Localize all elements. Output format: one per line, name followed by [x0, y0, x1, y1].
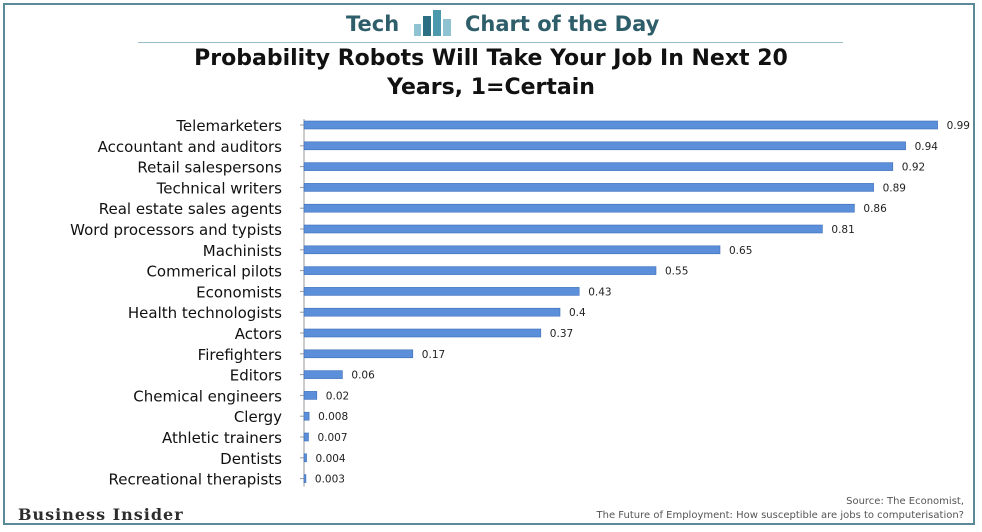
source-line-1: Source: The Economist,	[846, 496, 964, 507]
chart-frame	[3, 3, 975, 525]
bar-logo-icon	[414, 10, 451, 36]
value-label: 0.17	[422, 349, 445, 361]
bar	[303, 370, 343, 379]
bar	[303, 328, 542, 338]
bar	[303, 183, 874, 192]
bar	[303, 349, 414, 359]
value-label: 0.003	[315, 474, 345, 486]
logo-bar-4	[443, 19, 451, 36]
value-label: 0.89	[883, 182, 906, 194]
value-label: 0.86	[863, 203, 887, 215]
value-label: 0.4	[569, 307, 586, 319]
logo-bar-3	[433, 10, 441, 36]
category-label: Chemical engineers	[133, 387, 282, 405]
category-label: Actors	[235, 325, 282, 343]
category-label: Economists	[196, 283, 282, 301]
value-label: 0.06	[351, 370, 375, 382]
header-tech-label: Tech	[346, 12, 400, 36]
business-insider-logo: Business Insider	[18, 505, 184, 524]
bar	[303, 307, 561, 317]
header-divider	[138, 42, 843, 43]
value-label: 0.37	[550, 328, 573, 340]
bar	[303, 245, 721, 255]
bar	[303, 203, 855, 213]
chart-title-line-1: Probability Robots Will Take Your Job In…	[194, 46, 788, 71]
category-label: Commerical pilots	[146, 263, 282, 281]
category-label: Telemarketers	[175, 117, 282, 135]
value-label: 0.43	[588, 286, 611, 298]
value-label: 0.65	[729, 245, 752, 257]
value-label: 0.008	[318, 411, 348, 423]
category-label: Dentists	[220, 450, 282, 468]
category-label: Technical writers	[156, 179, 283, 197]
logo-bar-2	[423, 16, 431, 36]
bar	[303, 411, 310, 421]
bar	[303, 453, 307, 463]
value-label: 0.007	[317, 432, 347, 444]
value-label: 0.81	[831, 224, 854, 236]
header: Tech Chart of the Day	[0, 10, 982, 40]
category-label: Editors	[230, 367, 282, 385]
category-label: Real estate sales agents	[99, 200, 282, 218]
category-label: Athletic trainers	[162, 429, 282, 447]
category-label: Retail salespersons	[137, 159, 282, 177]
category-label: Machinists	[203, 242, 282, 260]
logo-bar-1	[414, 24, 421, 36]
bar	[303, 287, 580, 296]
value-label: 0.92	[902, 162, 925, 174]
value-label: 0.99	[947, 120, 970, 132]
category-label: Accountant and auditors	[98, 138, 283, 156]
value-label: 0.004	[316, 453, 346, 465]
category-label: Clergy	[234, 408, 282, 426]
value-label: 0.55	[665, 266, 688, 278]
bar	[303, 432, 309, 442]
header-chart-of-the-day-label: Chart of the Day	[465, 12, 660, 36]
source-line-2: The Future of Employment: How susceptibl…	[596, 510, 964, 521]
bar	[303, 474, 307, 483]
category-label: Firefighters	[198, 346, 283, 364]
bar	[303, 391, 318, 400]
value-label: 0.94	[915, 141, 939, 153]
bar	[303, 141, 906, 151]
bar	[303, 224, 823, 234]
bar	[303, 120, 938, 130]
chart-title-line-2: Years, 1=Certain	[387, 75, 595, 100]
category-label: Health technologists	[128, 304, 282, 322]
bar	[303, 162, 894, 171]
category-label: Recreational therapists	[108, 471, 282, 489]
bar	[303, 266, 657, 275]
category-label: Word processors and typists	[70, 221, 282, 239]
value-label: 0.02	[326, 390, 349, 402]
